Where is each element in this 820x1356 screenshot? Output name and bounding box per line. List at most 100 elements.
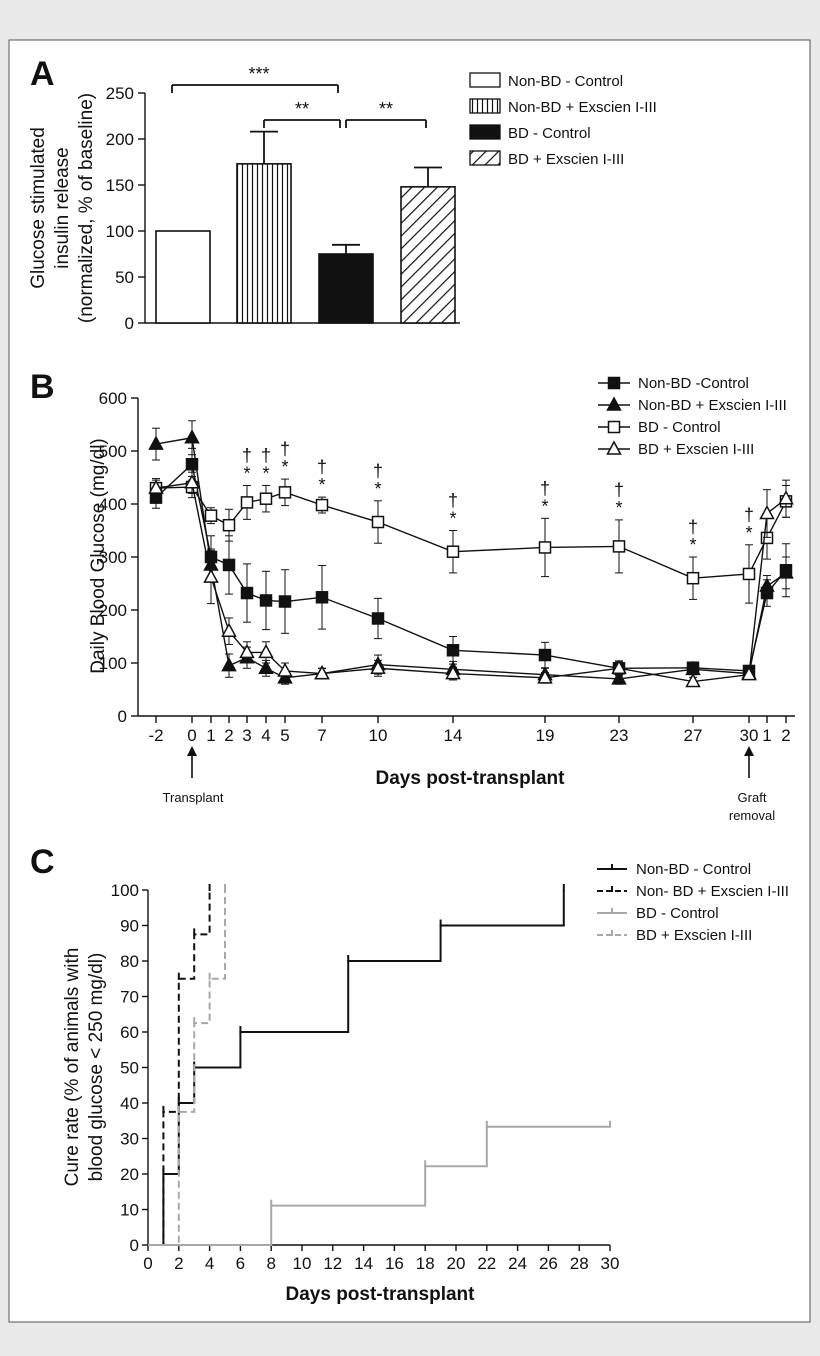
star-mark: * xyxy=(243,463,250,483)
series-step xyxy=(148,884,211,1246)
legend-label: Non- BD + Exscien I-III xyxy=(636,883,789,900)
panel-c-ylabel: Cure rate (% of animals with blood glucos… xyxy=(62,948,107,1187)
c-x-tick-label: 12 xyxy=(323,1254,342,1273)
star-mark: * xyxy=(689,535,696,555)
legend-label: BD + Exscien I-III xyxy=(638,441,754,458)
series-step xyxy=(148,884,226,1246)
c-y-tick-label: 10 xyxy=(120,1201,139,1220)
series-open-triangle xyxy=(148,471,794,688)
c-x-tick-label: 10 xyxy=(293,1254,312,1273)
b-x-tick-label: 7 xyxy=(317,726,326,745)
b-y-tick-label: 0 xyxy=(118,707,127,726)
star-mark: * xyxy=(262,463,269,483)
data-point xyxy=(686,571,700,585)
data-point xyxy=(538,648,552,662)
star-mark: * xyxy=(318,475,325,495)
c-y-tick-label: 90 xyxy=(120,917,139,936)
b-x-tick-label: 14 xyxy=(444,726,463,745)
dagger-mark: † xyxy=(448,491,458,511)
c-x-tick-label: 20 xyxy=(447,1254,466,1273)
data-point xyxy=(371,515,385,529)
series-step xyxy=(148,884,565,1246)
star-mark: * xyxy=(374,479,381,499)
star-mark: * xyxy=(541,496,548,516)
panel-b-significance: †*†*†* †*†*†*†*†*†*†* xyxy=(242,439,754,555)
data-point xyxy=(612,540,626,553)
data-point xyxy=(778,564,794,579)
panel-c-series xyxy=(148,884,611,1246)
b-x-tick-label: 2 xyxy=(224,726,233,745)
b-y-tick-label: 500 xyxy=(99,442,127,461)
panel-c: C Cure rate (% of animals with blood gluc… xyxy=(30,843,789,1305)
c-y-tick-label: 40 xyxy=(120,1094,139,1113)
c-y-tick-label: 80 xyxy=(120,952,139,971)
legend-label: Non-BD -Control xyxy=(638,375,749,392)
b-x-tick-label: 27 xyxy=(684,726,703,745)
c-x-tick-label: 0 xyxy=(143,1254,152,1273)
legend-swatch xyxy=(469,98,501,114)
c-x-tick-label: 2 xyxy=(174,1254,183,1273)
data-point xyxy=(445,665,461,680)
b-x-tick-label: 10 xyxy=(369,726,388,745)
a-ylabel-line: insulin release xyxy=(52,147,73,268)
data-point xyxy=(778,490,794,505)
data-point xyxy=(239,643,255,659)
b-x-tick-label: 3 xyxy=(242,726,251,745)
data-point xyxy=(221,622,237,637)
panel-c-label: C xyxy=(30,843,55,881)
c-y-tick-label: 60 xyxy=(120,1023,139,1042)
b-x-tick-label: -2 xyxy=(148,726,163,745)
graft-removal-label: Graft removal xyxy=(729,790,775,823)
a-y-tick-label: 100 xyxy=(106,222,134,241)
data-point xyxy=(204,509,218,522)
star-mark: * xyxy=(281,457,288,477)
a-y-tick-label: 250 xyxy=(106,84,134,103)
data-point xyxy=(611,659,627,675)
legend-label: BD - Control xyxy=(638,419,721,436)
data-point xyxy=(759,504,775,520)
bar xyxy=(236,163,292,324)
c-x-tick-label: 26 xyxy=(539,1254,558,1273)
panel-b-legend: Non-BD -Control Non-BD + Exscien I-III BD … xyxy=(598,375,787,458)
panel-a-legend: Non-BD - Control Non-BD + Exscien I-III BD… xyxy=(469,72,657,168)
legend-label: Non-BD + Exscien I-III xyxy=(638,397,787,414)
dagger-mark: † xyxy=(540,478,550,498)
data-point xyxy=(741,666,757,681)
data-point xyxy=(203,568,219,583)
panel-a-bars xyxy=(155,130,456,324)
c-x-tick-label: 6 xyxy=(236,1254,245,1273)
b-y-tick-label: 600 xyxy=(99,389,127,408)
data-point xyxy=(240,586,254,600)
dagger-mark: † xyxy=(242,445,252,465)
panel-b-series xyxy=(148,420,794,688)
a-y-tick-label: 50 xyxy=(115,268,134,287)
c-x-tick-label: 30 xyxy=(601,1254,620,1273)
panel-c-legend: Non-BD - Control Non- BD + Exscien I-III B… xyxy=(597,861,789,944)
star-mark: * xyxy=(449,509,456,529)
transplant-label: Transplant xyxy=(163,790,224,805)
panel-c-xlabel: Days post-transplant xyxy=(286,1284,476,1305)
data-point xyxy=(371,612,385,625)
data-point xyxy=(221,657,237,672)
panel-b: B Daily Blood Glucose (mg/dl) 0100200300… xyxy=(30,368,795,823)
data-point xyxy=(538,541,552,554)
c-x-tick-label: 16 xyxy=(385,1254,404,1273)
c-ylabel-line: Cure rate (% of animals with xyxy=(62,948,83,1187)
c-y-tick-label: 100 xyxy=(111,881,139,900)
b-x-tick-label: 1 xyxy=(762,726,771,745)
legend-marker xyxy=(607,376,621,390)
dagger-mark: † xyxy=(280,439,290,459)
panel-b-label: B xyxy=(30,368,55,406)
star-mark: * xyxy=(615,498,622,518)
b-x-tick-label: 4 xyxy=(261,726,270,745)
data-point xyxy=(446,545,460,558)
data-point xyxy=(184,429,200,444)
data-point xyxy=(315,498,329,512)
legend-marker xyxy=(606,396,622,411)
data-point xyxy=(370,659,386,675)
data-point xyxy=(240,496,254,509)
series-line xyxy=(155,486,787,579)
legend-label: BD + Exscien I-III xyxy=(508,151,624,168)
data-point xyxy=(258,659,274,675)
